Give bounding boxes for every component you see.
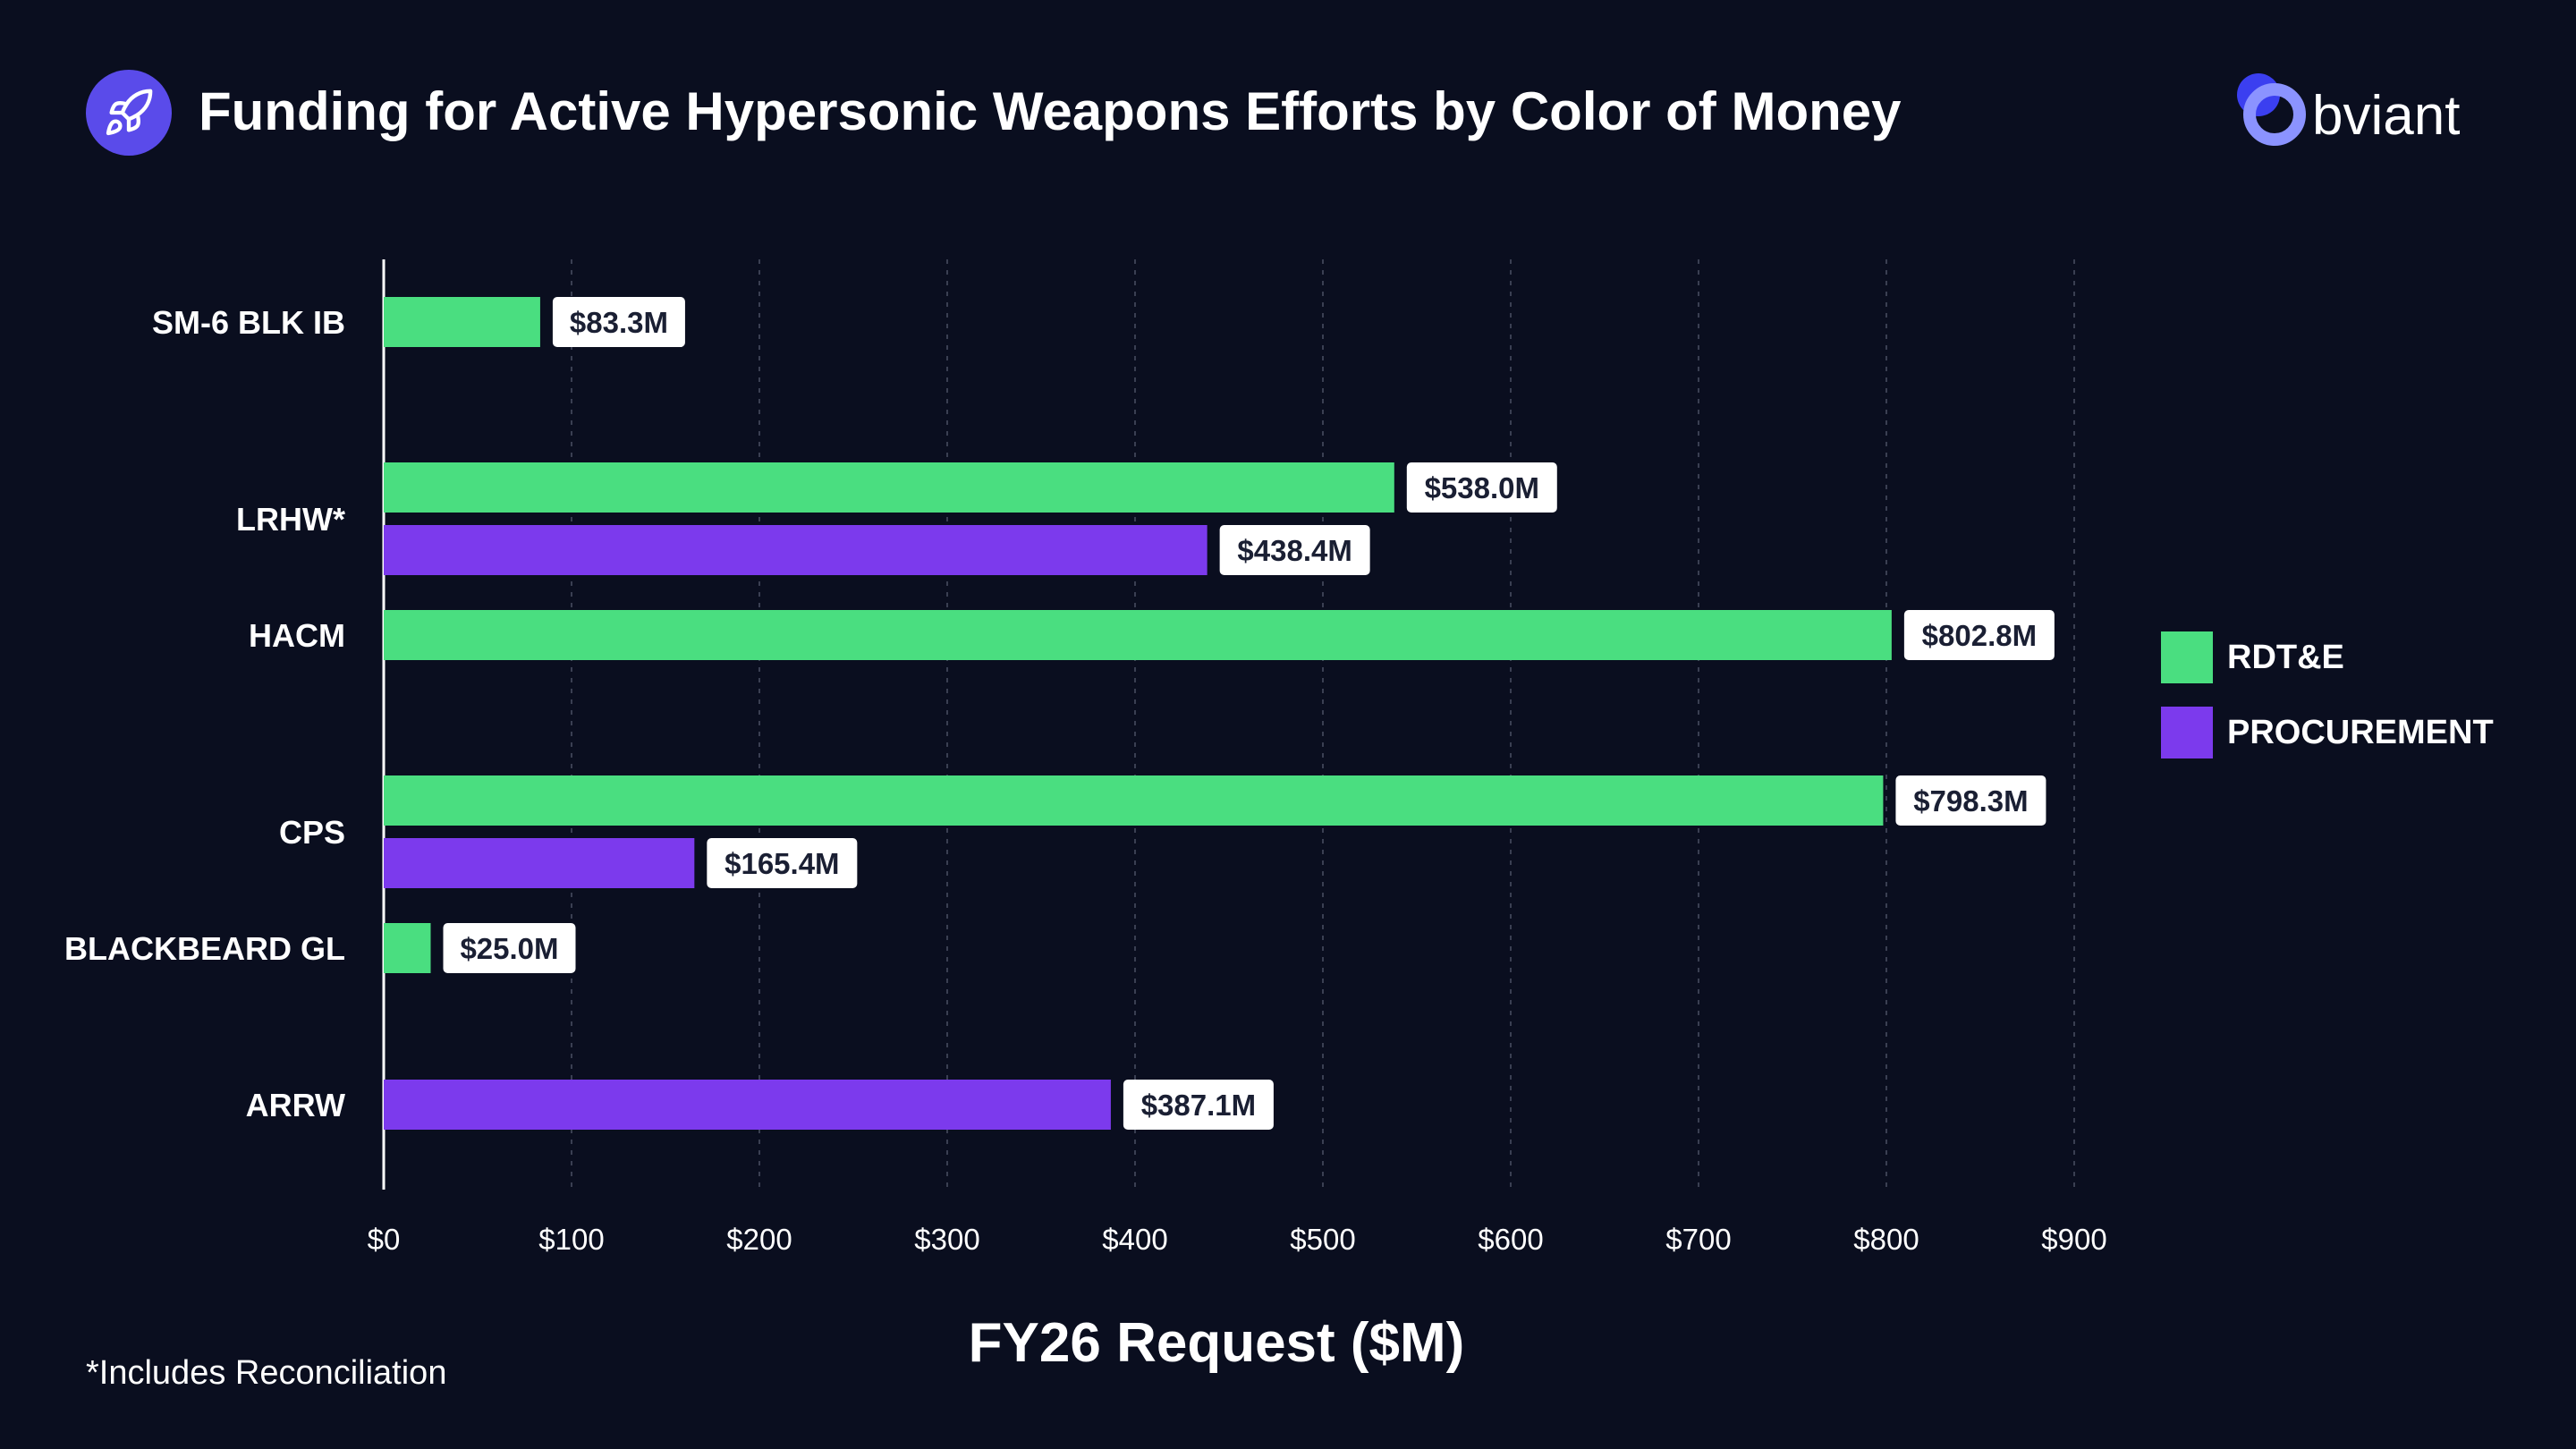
data-label-box — [552, 297, 685, 347]
data-label-box — [1895, 775, 2046, 826]
obviant-logo: bviant — [2232, 70, 2473, 159]
legend-item-procurement: PROCUREMENT — [2161, 707, 2494, 758]
x-tick-label: $200 — [726, 1223, 792, 1256]
data-label: $387.1M — [1141, 1089, 1256, 1122]
legend-label-procurement: PROCUREMENT — [2227, 713, 2494, 751]
legend-swatch-procurement — [2161, 707, 2213, 758]
data-label-box — [443, 923, 576, 973]
bar-procurement — [384, 525, 1208, 575]
category-label: BLACKBEARD GL — [64, 930, 345, 967]
bar-procurement — [384, 1080, 1111, 1130]
footnote: *Includes Reconciliation — [86, 1354, 447, 1392]
legend-item-rdte: RDT&E — [2161, 631, 2494, 683]
data-label: $165.4M — [724, 847, 839, 880]
category-label: LRHW* — [236, 501, 345, 538]
data-label: $538.0M — [1425, 471, 1539, 504]
category-label: SM-6 BLK IB — [152, 304, 345, 341]
page-title: Funding for Active Hypersonic Weapons Ef… — [199, 81, 1902, 141]
data-label-box — [1123, 1080, 1274, 1130]
data-label: $83.3M — [570, 306, 668, 339]
data-label-box — [707, 838, 858, 888]
category-label: HACM — [249, 617, 345, 654]
data-label-box — [1406, 462, 1557, 513]
category-label: ARRW — [246, 1087, 345, 1123]
rocket-icon — [86, 70, 172, 156]
bar-procurement — [384, 838, 695, 888]
x-tick-label: $500 — [1290, 1223, 1355, 1256]
data-label: $438.4M — [1237, 534, 1352, 567]
obviant-logo-icon — [2237, 73, 2306, 146]
data-label: $802.8M — [1922, 619, 2037, 652]
x-tick-label: $300 — [914, 1223, 979, 1256]
chart-legend: RDT&E PROCUREMENT — [2161, 631, 2494, 782]
bar-rdte — [384, 775, 1884, 826]
x-tick-label: $900 — [2041, 1223, 2106, 1256]
bar-rdte — [384, 610, 1892, 660]
logo-text: bviant — [2312, 85, 2461, 147]
bar-rdte — [384, 297, 540, 347]
legend-label-rdte: RDT&E — [2227, 638, 2344, 676]
x-axis-label: FY26 Request ($M) — [968, 1312, 1465, 1374]
data-label-box — [1219, 525, 1370, 575]
category-label: CPS — [279, 814, 345, 851]
x-tick-label: $700 — [1665, 1223, 1731, 1256]
x-tick-label: $400 — [1102, 1223, 1167, 1256]
x-tick-label: $0 — [368, 1223, 401, 1256]
legend-swatch-rdte — [2161, 631, 2213, 683]
data-label: $798.3M — [1913, 784, 2028, 818]
bar-rdte — [384, 923, 431, 973]
data-label: $25.0M — [460, 932, 558, 965]
x-tick-label: $600 — [1478, 1223, 1543, 1256]
x-tick-label: $100 — [538, 1223, 604, 1256]
data-label-box — [1903, 610, 2055, 660]
bar-rdte — [384, 462, 1394, 513]
x-tick-label: $800 — [1853, 1223, 1919, 1256]
